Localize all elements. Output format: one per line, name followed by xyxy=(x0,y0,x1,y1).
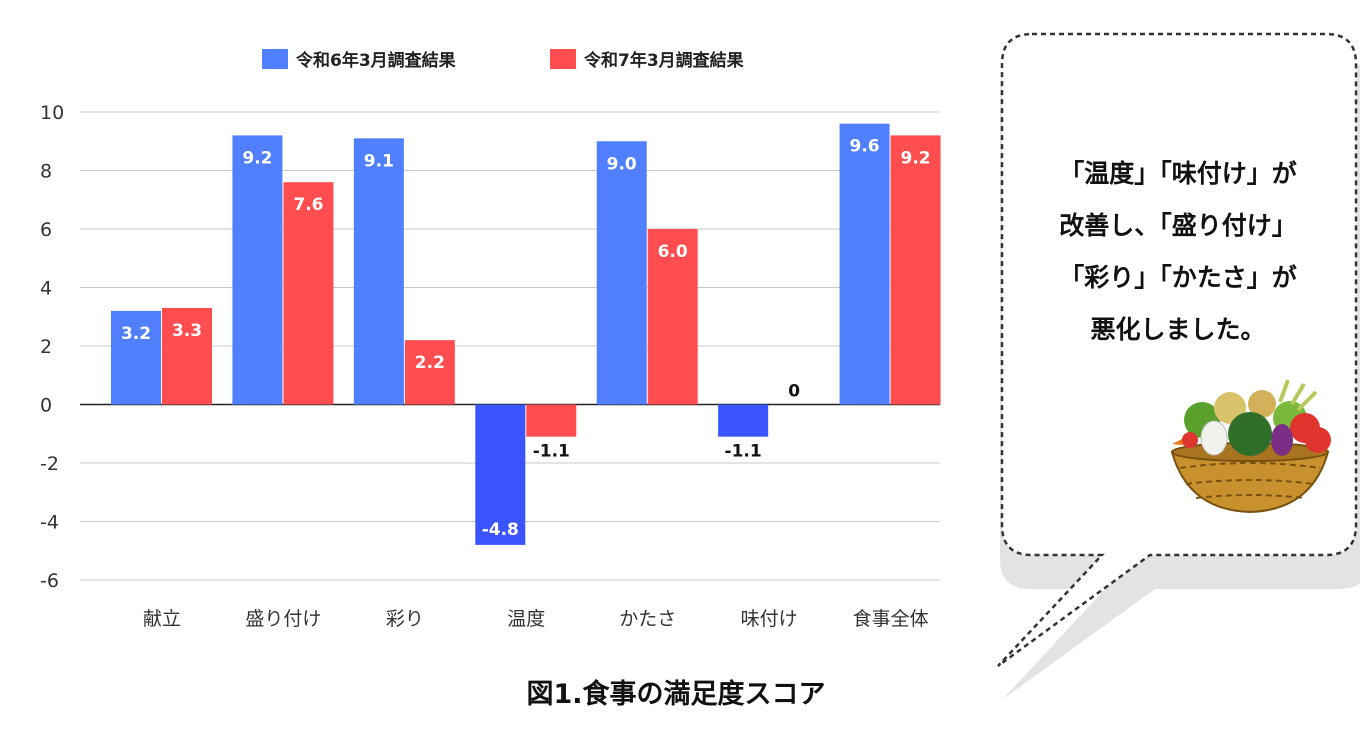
category-label: かたさ xyxy=(619,608,676,630)
bar-r6 xyxy=(232,135,283,405)
legend-swatch xyxy=(550,49,576,69)
category-label: 盛り付け xyxy=(245,608,321,630)
y-tick-label: -6 xyxy=(40,570,59,592)
callout-line: 「彩り」「かたさ」が xyxy=(1059,263,1297,292)
bar-r6 xyxy=(839,123,890,405)
data-label: 7.6 xyxy=(293,195,323,215)
data-label: -1.1 xyxy=(725,442,762,462)
data-label: 9.1 xyxy=(364,151,394,171)
bar-r7 xyxy=(526,404,577,437)
bar-r7 xyxy=(404,340,455,405)
bar-r7 xyxy=(162,307,212,405)
bar-r6 xyxy=(596,141,647,405)
y-tick-label: -4 xyxy=(40,512,59,534)
bar-r7 xyxy=(283,182,334,405)
bar-r7 xyxy=(647,229,698,405)
category-label: 味付け xyxy=(741,608,798,630)
y-tick-label: 8 xyxy=(40,161,52,183)
data-label: 3.2 xyxy=(121,324,151,344)
y-tick-label: 2 xyxy=(40,336,52,358)
data-label: 0 xyxy=(788,382,800,402)
callout-text: 「温度」「味付け」が 改善し、「盛り付け」 「彩り」「かたさ」が 悪化しました。 xyxy=(1010,148,1346,356)
callout-line: 悪化しました。 xyxy=(1090,315,1266,344)
category-label: 献立 xyxy=(143,608,181,630)
chart-title: 図1.食事の満足度スコア xyxy=(526,678,825,710)
callout-line: 「温度」「味付け」が xyxy=(1059,159,1297,188)
y-tick-label: 0 xyxy=(40,395,52,417)
y-tick-label: 10 xyxy=(40,102,64,124)
category-label: 温度 xyxy=(507,608,545,630)
bar-r6 xyxy=(111,310,161,405)
category-label: 食事全体 xyxy=(853,608,929,630)
category-label: 彩り xyxy=(386,608,424,630)
data-label: 9.0 xyxy=(607,154,637,174)
vegetable-basket-icon xyxy=(1170,379,1331,514)
y-tick-label: 4 xyxy=(40,278,52,300)
data-label: 2.2 xyxy=(415,353,445,373)
data-label: 3.3 xyxy=(172,321,202,341)
bar-r6 xyxy=(475,404,526,545)
y-tick-label: 6 xyxy=(40,219,52,241)
callout-line: 改善し、「盛り付け」 xyxy=(1059,211,1297,240)
data-label: 6.0 xyxy=(658,242,688,262)
data-label: 9.6 xyxy=(850,137,880,157)
bar-r6 xyxy=(353,138,404,405)
bar-r6 xyxy=(718,404,769,437)
legend-label: 令和6年3月調査結果 xyxy=(296,50,456,71)
legend-swatch xyxy=(262,49,288,69)
y-tick-label: -2 xyxy=(40,453,59,475)
legend-label: 令和7年3月調査結果 xyxy=(584,50,744,71)
data-label: -4.8 xyxy=(482,520,519,540)
data-label: 9.2 xyxy=(242,148,272,168)
bar-r7 xyxy=(890,135,941,405)
data-label: -1.1 xyxy=(533,442,570,462)
data-label: 9.2 xyxy=(901,148,931,168)
